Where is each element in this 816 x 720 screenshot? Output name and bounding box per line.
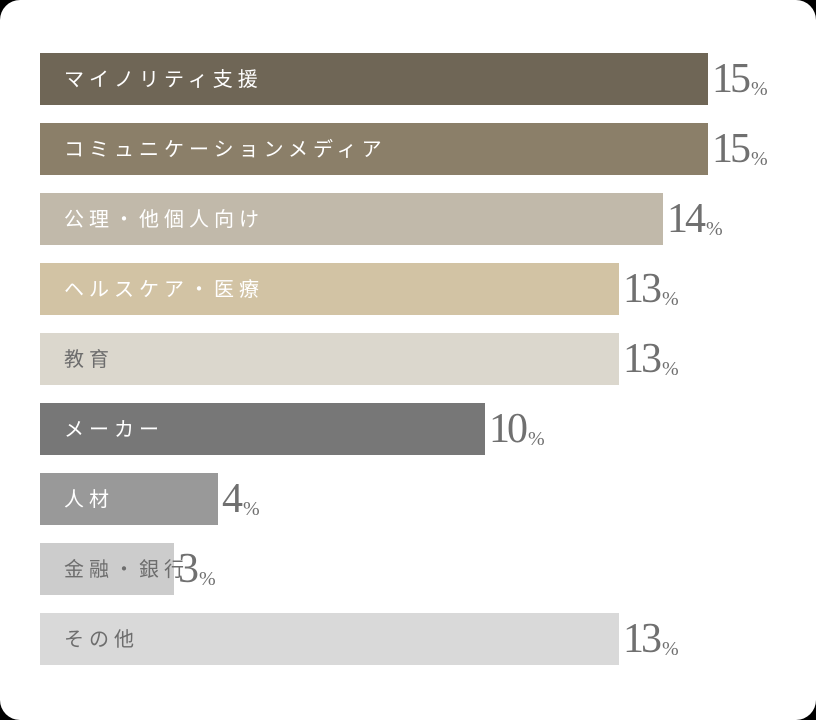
bar-label: ヘルスケア・医療	[64, 277, 264, 301]
bar-value: 15%	[712, 53, 768, 105]
bar-label: その他	[64, 627, 139, 651]
bar-label: メーカー	[64, 417, 164, 441]
value-number: 15	[712, 126, 751, 172]
value-number: 13	[623, 616, 662, 662]
bar-label: 公理・他個人向け	[64, 207, 264, 231]
bar-row: 金融・銀行 3%	[40, 543, 780, 595]
bar-label: マイノリティ支援	[64, 67, 263, 91]
bar-row: 公理・他個人向け 14%	[40, 193, 780, 245]
percent-sign: %	[751, 78, 768, 100]
bar	[40, 123, 708, 175]
value-number: 10	[489, 406, 528, 452]
percent-sign: %	[706, 218, 723, 240]
bar-row: マイノリティ支援 15%	[40, 53, 780, 105]
percent-sign: %	[751, 148, 768, 170]
percent-sign: %	[528, 428, 545, 450]
bar-label: 金融・銀行	[64, 557, 189, 581]
percent-sign: %	[243, 498, 260, 520]
bar-row: コミュニケーションメディア 15%	[40, 123, 780, 175]
bar	[40, 263, 619, 315]
value-number: 14	[667, 196, 706, 242]
bar-label: コミュニケーションメディア	[64, 137, 387, 161]
bar-value: 13%	[623, 613, 679, 665]
bar-value: 14%	[667, 193, 723, 245]
bar-row: 人材 4%	[40, 473, 780, 525]
value-number: 13	[623, 266, 662, 312]
bar-value: 13%	[623, 333, 679, 385]
bar-value: 15%	[712, 123, 768, 175]
bar-value: 10%	[489, 403, 545, 455]
percent-sign: %	[662, 358, 679, 380]
bar-label: 人材	[64, 487, 114, 511]
bar-row: 教育 13%	[40, 333, 780, 385]
bar	[40, 473, 218, 525]
percent-sign: %	[662, 288, 679, 310]
value-number: 13	[623, 336, 662, 382]
value-number: 4	[222, 476, 243, 522]
value-number: 15	[712, 56, 751, 102]
bar	[40, 333, 619, 385]
percent-sign: %	[662, 638, 679, 660]
bar	[40, 543, 174, 595]
bar-row: その他 13%	[40, 613, 780, 665]
bar-row: メーカー 10%	[40, 403, 780, 455]
bar	[40, 193, 663, 245]
value-number: 3	[178, 546, 199, 592]
percent-sign: %	[199, 568, 216, 590]
bar-value: 3%	[178, 543, 216, 595]
bar-value: 4%	[222, 473, 260, 525]
bar	[40, 613, 619, 665]
bar	[40, 53, 708, 105]
bar-label: 教育	[64, 347, 114, 371]
bar	[40, 403, 485, 455]
bar-value: 13%	[623, 263, 679, 315]
bar-row: ヘルスケア・医療 13%	[40, 263, 780, 315]
